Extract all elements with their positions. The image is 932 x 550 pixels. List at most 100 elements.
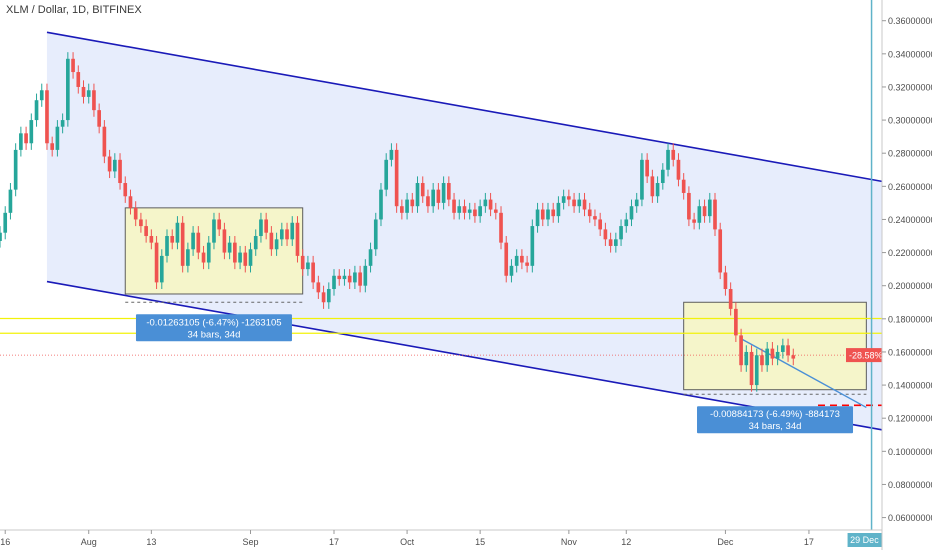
candle-body [702, 206, 707, 217]
candle-body [238, 252, 242, 263]
price-tick-label: 0.36000000 [888, 16, 932, 26]
candle [723, 265, 728, 296]
candle-body [441, 183, 446, 203]
candle [697, 199, 702, 230]
channel-fill [46, 32, 883, 430]
candle [311, 255, 315, 290]
candle-body [619, 226, 623, 240]
candle-body [186, 249, 190, 266]
candle [671, 143, 676, 167]
candle [316, 275, 321, 299]
candle [233, 236, 237, 270]
candle-body [3, 212, 8, 233]
candle [593, 209, 597, 227]
candle-body [206, 242, 211, 263]
candle [608, 232, 613, 253]
candle [441, 176, 446, 210]
candle [180, 216, 185, 273]
candle [420, 176, 425, 203]
price-tick-label: 0.20000000 [888, 281, 932, 291]
candle-body [551, 209, 556, 217]
price-tick-label: 0.28000000 [888, 149, 932, 159]
candle [728, 282, 733, 316]
candle [619, 219, 623, 246]
candle-body [483, 199, 488, 207]
candle [650, 169, 655, 203]
candle-body [739, 335, 743, 366]
candle [196, 226, 201, 260]
candle [561, 189, 566, 210]
candle-body [295, 222, 300, 256]
time-tick-label: 17 [329, 537, 339, 547]
candle-body [24, 133, 28, 144]
candle-body [269, 232, 274, 250]
candle [128, 189, 133, 215]
candle [754, 348, 759, 392]
candle-body [170, 236, 175, 243]
cursor-date-label: 29 Dec '18 [850, 535, 893, 545]
candle [457, 199, 462, 220]
candle [556, 196, 561, 223]
candle [253, 229, 258, 256]
candle [201, 245, 206, 270]
candle [540, 202, 545, 227]
candle [760, 348, 764, 372]
candle [295, 216, 300, 263]
candle [290, 216, 295, 246]
candle-body [76, 72, 81, 87]
candle-body [316, 282, 321, 293]
candle-body [92, 90, 96, 111]
candle [770, 342, 775, 366]
candle [159, 249, 164, 290]
candle-body [681, 179, 686, 193]
candle [8, 183, 13, 220]
candle-body [426, 196, 430, 207]
candle [535, 202, 540, 233]
candle-body [394, 149, 399, 207]
price-tick-label: 0.32000000 [888, 82, 932, 92]
candle-body [493, 209, 498, 213]
candle-body [384, 159, 389, 190]
candle [426, 189, 430, 213]
candle-body [723, 272, 728, 290]
price-tick-label: 0.24000000 [888, 215, 932, 225]
candle [342, 269, 347, 286]
candle [97, 103, 101, 134]
candle-body [744, 351, 749, 366]
candle-body [624, 219, 629, 227]
candle-body [587, 209, 592, 217]
candle [781, 338, 785, 359]
candle-body [775, 351, 780, 359]
candle-body [608, 239, 613, 246]
candle-body [614, 239, 618, 246]
candle-body [19, 133, 23, 150]
candle-body [50, 143, 55, 150]
candle-body [102, 126, 107, 157]
candle-body [749, 351, 754, 386]
candle-body [243, 252, 248, 266]
candle [707, 192, 712, 223]
candle-body [546, 209, 550, 220]
candle-body [754, 355, 759, 386]
candle [50, 136, 55, 157]
candle [139, 212, 143, 233]
candle-body [786, 345, 790, 356]
candle [186, 242, 190, 273]
candle [112, 153, 117, 179]
candle-body [363, 265, 368, 286]
candle-body [473, 209, 477, 217]
candle-body [478, 206, 482, 217]
candle-body [107, 156, 112, 172]
candle [243, 245, 248, 273]
candle-body [212, 219, 216, 243]
candle [24, 126, 28, 150]
candle-body [791, 355, 796, 359]
candle [410, 192, 415, 213]
candle [660, 163, 665, 190]
candle-body [504, 242, 509, 276]
candle-body [139, 219, 143, 227]
candle-body [509, 265, 514, 276]
candle [676, 153, 681, 187]
